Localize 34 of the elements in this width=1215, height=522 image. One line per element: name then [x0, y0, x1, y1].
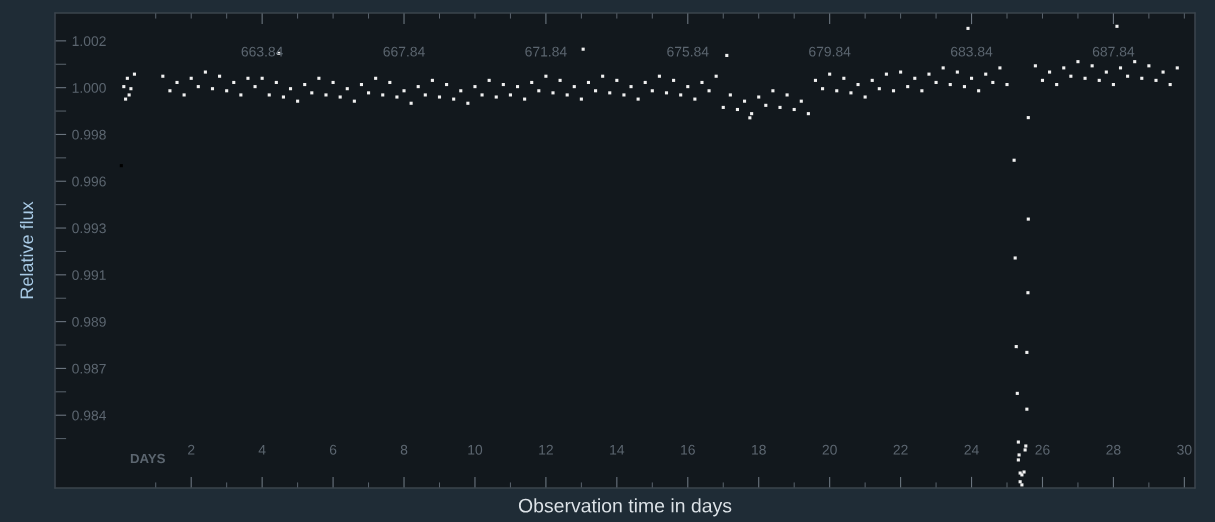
x2-tick-label: 683.84 [951, 46, 993, 57]
x-axis-title: Observation time in days [518, 498, 732, 517]
x2-tick-label: 671.84 [525, 46, 567, 57]
x-tick-label: 6 [329, 444, 337, 455]
x-tick-label: 4 [258, 445, 266, 455]
x-tick-label: 10 [468, 444, 483, 455]
x-tick-label: 28 [1106, 444, 1121, 455]
x-tick-label: 26 [1035, 444, 1050, 455]
x-tick-label: 22 [893, 444, 908, 455]
x-tick-label: 8 [400, 444, 408, 455]
x-tick-label: 12 [539, 444, 553, 455]
y-tick-label: 0.989 [72, 316, 106, 327]
x-tick-label: 2 [188, 444, 195, 455]
x-tick-label: 18 [752, 444, 766, 455]
x2-tick-label: 667.84 [383, 46, 425, 57]
y-tick-label: 0.993 [72, 223, 106, 234]
annotation: DAYS [130, 453, 165, 464]
y-tick-label: 0.996 [72, 176, 106, 187]
x-tick-label: 20 [822, 444, 837, 455]
x2-tick-label: 675.84 [667, 46, 709, 57]
y-tick-label: 0.998 [72, 129, 106, 140]
y-tick-label: 0.991 [72, 270, 106, 280]
x-tick-label: 14 [610, 445, 625, 455]
y-tick-label: 1.000 [72, 82, 106, 93]
y-tick-label: 1.002 [72, 36, 106, 47]
x2-tick-label: 663.84 [241, 46, 283, 57]
y-tick-label: 0.987 [72, 363, 106, 374]
x-tick-label: 30 [1177, 444, 1192, 455]
x-tick-label: 24 [964, 444, 979, 455]
x2-tick-label: 687.84 [1092, 46, 1135, 57]
x-tick-label: 16 [681, 444, 695, 455]
y-axis-title: Relative flux [19, 201, 34, 299]
x2-tick-label: 679.84 [809, 46, 851, 57]
y-tick-label: 0.984 [72, 410, 107, 421]
